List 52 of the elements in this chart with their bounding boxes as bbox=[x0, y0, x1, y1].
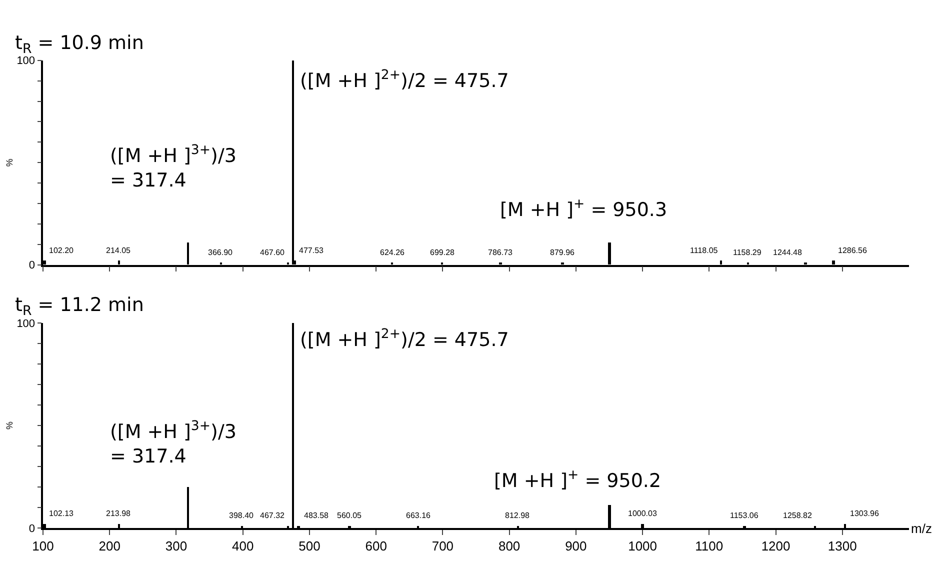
annotation: 699.28 bbox=[430, 248, 456, 257]
annotation: 1244.48 bbox=[773, 248, 802, 257]
annotation: 483.58 bbox=[304, 511, 330, 520]
y-axis-title: % bbox=[4, 422, 15, 430]
y-axis-title: % bbox=[4, 158, 15, 167]
y-tick-label: 100 bbox=[16, 55, 36, 68]
x-tick-label: 200 bbox=[98, 538, 120, 554]
annotation: [M +H ]$^{+}$ = 950.2 bbox=[494, 468, 662, 492]
x-tick-label: 1100 bbox=[695, 538, 724, 554]
x-tick-label: 500 bbox=[298, 538, 320, 554]
annotation: 398.40 bbox=[229, 511, 254, 520]
annotation: [M +H ]$^{+}$ = 950.3 bbox=[500, 197, 668, 221]
text: ([M +H ]$^{3+}$)/3 = 317.4 bbox=[110, 143, 236, 192]
annotation: ([M +H ]$^{2+}$)/2 = 475.7 bbox=[300, 68, 509, 92]
annotation: 214.05 bbox=[106, 246, 132, 255]
y-tick-label: 0 bbox=[28, 260, 36, 272]
annotation: 663.16 bbox=[406, 511, 432, 520]
annotation: 786.73 bbox=[488, 248, 514, 257]
annotation: 560.05 bbox=[337, 511, 362, 520]
x-tick-label: 800 bbox=[498, 538, 520, 554]
annotation: 213.98 bbox=[106, 509, 132, 518]
x-tick-label: 300 bbox=[165, 538, 188, 554]
annotation: 102.13 bbox=[49, 509, 74, 518]
chart-title: t$_{R}$ = 10.9 min bbox=[15, 32, 144, 57]
annotation: 624.26 bbox=[380, 248, 406, 257]
annotation: 1303.96 bbox=[850, 509, 880, 518]
annotation: 1118.05 bbox=[690, 246, 718, 255]
annotation: 477.53 bbox=[299, 246, 324, 255]
x-tick-label: 700 bbox=[432, 538, 454, 554]
annotation: 1286.56 bbox=[838, 246, 868, 255]
annotation: 102.20 bbox=[49, 246, 74, 255]
x-tick-label: 1300 bbox=[828, 538, 857, 554]
annotation: 467.32 bbox=[260, 511, 286, 520]
annotation: 1258.82 bbox=[783, 511, 812, 520]
annotation: 1153.06 bbox=[730, 511, 759, 520]
x-tick-label: 600 bbox=[365, 538, 387, 554]
x-axis-title: m/z bbox=[911, 521, 932, 536]
chart-title: t$_{R}$ = 11.2 min bbox=[15, 294, 144, 319]
annotation: 467.60 bbox=[260, 248, 286, 257]
annotation: 1158.29 bbox=[733, 248, 762, 257]
annotation: 879.96 bbox=[550, 248, 576, 257]
x-tick-label: 400 bbox=[232, 538, 254, 554]
x-tick-label: 1000 bbox=[628, 538, 657, 554]
y-tick-label: 0 bbox=[28, 522, 36, 535]
x-tick-label: 1200 bbox=[761, 538, 790, 554]
annotation: 812.98 bbox=[505, 511, 530, 520]
annotation: 1000.03 bbox=[628, 509, 658, 518]
x-tick-label: 900 bbox=[565, 538, 587, 554]
y-tick-label: 100 bbox=[16, 318, 36, 330]
annotation: 366.90 bbox=[208, 248, 234, 257]
text: ([M +H ]$^{3+}$)/3 = 317.4 bbox=[110, 419, 236, 468]
annotation: ([M +H ]$^{2+}$)/2 = 475.7 bbox=[300, 327, 509, 351]
